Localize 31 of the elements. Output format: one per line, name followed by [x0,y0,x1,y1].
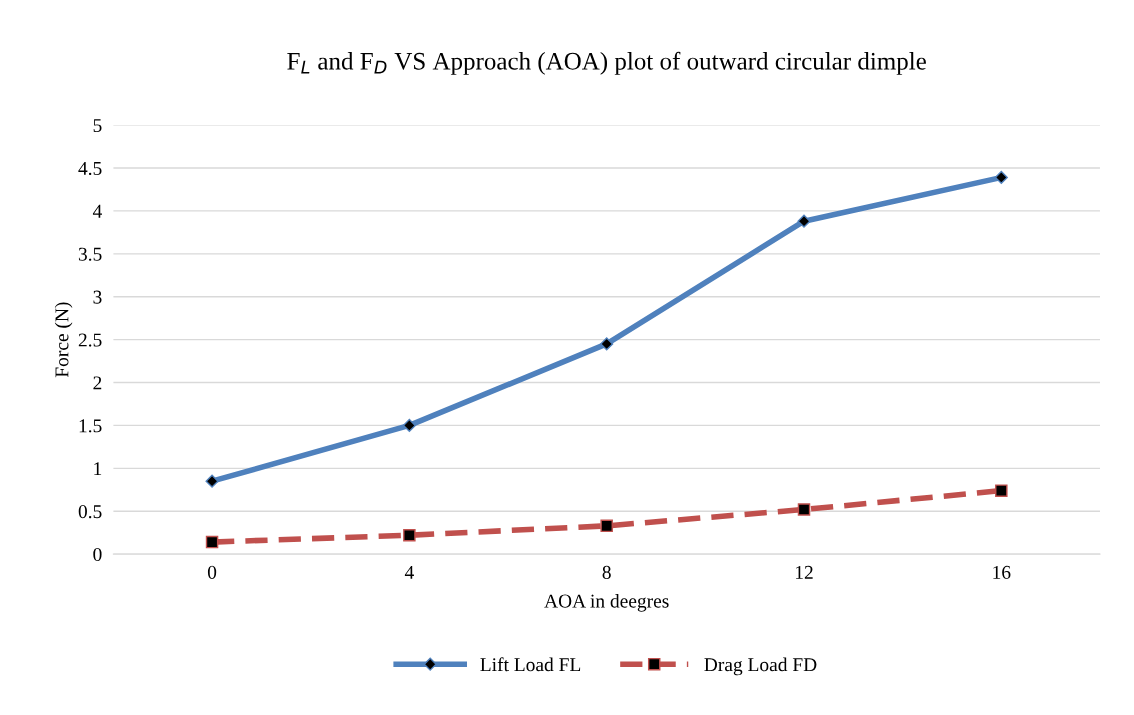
point [600,337,614,351]
point [205,535,219,549]
x-tick-label: 8 [602,565,611,579]
y-tick-label: 4.5 [78,161,102,176]
x-tick-label: 0 [207,565,217,579]
y-tick-label: 0 [93,547,102,562]
point [994,170,1008,185]
y-tick-label: 4 [92,204,102,218]
point [403,528,416,542]
y-tick-label: 1 [94,462,102,476]
legend-label: Drag Load FD [704,657,817,676]
x-tick-label: 12 [795,565,813,579]
point [995,484,1008,497]
y-tick-label: 3 [93,290,102,304]
point [402,418,416,433]
chart-title: F$_{L}$ and F$_{D}$ VS Approach (AOA) plot of outward circular dimple [287,51,926,75]
point [797,214,811,228]
y-tick-label: 1.5 [79,419,102,433]
y-tick-label: 2.5 [78,333,102,347]
point [797,503,811,516]
point [205,474,219,488]
legend-label: Lift Load FL [480,657,581,672]
y-tick-label: 5 [93,119,102,133]
x-axis-title: AOA in deegres [544,593,669,612]
x-tick-label: 16 [993,565,1011,579]
y-tick-label: 3.5 [78,247,102,261]
y-tick-label: 2 [93,376,102,390]
y-axis-title: Force (N) [54,302,73,378]
x-tick-label: 4 [404,565,414,579]
point [600,519,613,533]
y-tick-label: 0.5 [78,505,102,519]
